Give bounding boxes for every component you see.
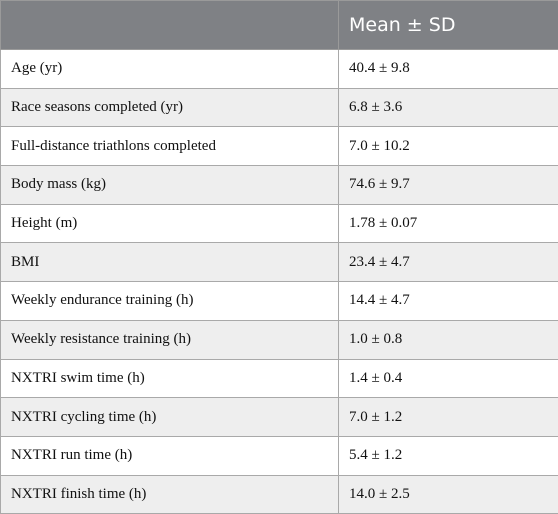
row-label: Body mass (kg)	[1, 166, 339, 205]
header-cell-mean-sd: Mean ± SD	[339, 1, 558, 50]
table-row: NXTRI run time (h) 5.4 ± 1.2	[1, 436, 558, 475]
row-value: 40.4 ± 9.8	[339, 50, 558, 89]
row-label: BMI	[1, 243, 339, 282]
row-label: Full-distance triathlons completed	[1, 127, 339, 166]
row-value: 1.78 ± 0.07	[339, 204, 558, 243]
table-row: Race seasons completed (yr) 6.8 ± 3.6	[1, 88, 558, 127]
row-value: 14.0 ± 2.5	[339, 475, 558, 514]
table-row: NXTRI cycling time (h) 7.0 ± 1.2	[1, 398, 558, 437]
row-value: 23.4 ± 4.7	[339, 243, 558, 282]
row-label: Race seasons completed (yr)	[1, 88, 339, 127]
row-value: 74.6 ± 9.7	[339, 166, 558, 205]
row-label: NXTRI cycling time (h)	[1, 398, 339, 437]
table-row: Age (yr) 40.4 ± 9.8	[1, 50, 558, 89]
row-label: Height (m)	[1, 204, 339, 243]
row-label: NXTRI finish time (h)	[1, 475, 339, 514]
row-value: 1.4 ± 0.4	[339, 359, 558, 398]
table-body: Age (yr) 40.4 ± 9.8 Race seasons complet…	[1, 50, 558, 514]
row-label: NXTRI run time (h)	[1, 436, 339, 475]
table-row: Full-distance triathlons completed 7.0 ±…	[1, 127, 558, 166]
table-row: NXTRI swim time (h) 1.4 ± 0.4	[1, 359, 558, 398]
row-label: NXTRI swim time (h)	[1, 359, 339, 398]
row-label: Age (yr)	[1, 50, 339, 89]
row-value: 7.0 ± 10.2	[339, 127, 558, 166]
row-label: Weekly resistance training (h)	[1, 320, 339, 359]
row-value: 5.4 ± 1.2	[339, 436, 558, 475]
row-value: 6.8 ± 3.6	[339, 88, 558, 127]
row-value: 14.4 ± 4.7	[339, 282, 558, 321]
row-value: 7.0 ± 1.2	[339, 398, 558, 437]
header-cell-label	[1, 1, 339, 50]
header-row: Mean ± SD	[1, 1, 558, 50]
table-row: Weekly endurance training (h) 14.4 ± 4.7	[1, 282, 558, 321]
table-row: Body mass (kg) 74.6 ± 9.7	[1, 166, 558, 205]
row-label: Weekly endurance training (h)	[1, 282, 339, 321]
row-value: 1.0 ± 0.8	[339, 320, 558, 359]
table-row: Height (m) 1.78 ± 0.07	[1, 204, 558, 243]
table-row: Weekly resistance training (h) 1.0 ± 0.8	[1, 320, 558, 359]
table-row: NXTRI finish time (h) 14.0 ± 2.5	[1, 475, 558, 514]
table-row: BMI 23.4 ± 4.7	[1, 243, 558, 282]
